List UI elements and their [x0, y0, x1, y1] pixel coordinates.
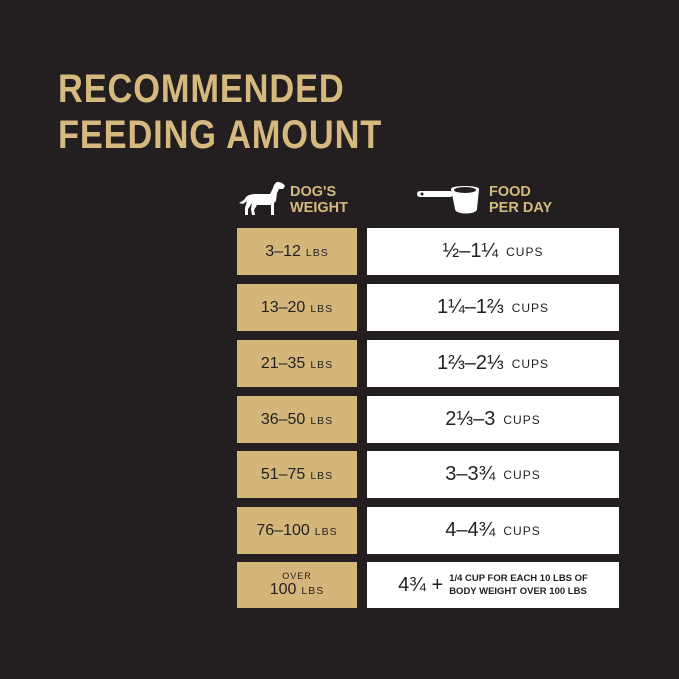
weight-cell: 3–12 LBS — [237, 228, 357, 275]
table-row: 13–20 LBS 1¼–1⅔ CUPS — [237, 284, 619, 331]
table-row: OVER 100 LBS 4¾ + 1/4 CUP FOR EACH 10 LBS… — [237, 562, 619, 608]
amount-cell: 1¼–1⅔ CUPS — [367, 284, 619, 331]
table-row: 3–12 LBS ½–1¼ CUPS — [237, 228, 619, 275]
amount-cell: 1⅔–2⅓ CUPS — [367, 340, 619, 387]
weight-header: DOG'S WEIGHT — [290, 184, 348, 216]
weight-cell: OVER 100 LBS — [237, 562, 357, 608]
amount-cell: 4¾ + 1/4 CUP FOR EACH 10 LBS OF BODY WEI… — [367, 562, 619, 608]
dog-icon — [239, 182, 285, 215]
measuring-cup-icon — [417, 186, 479, 214]
table-row: 36–50 LBS 2⅓–3 CUPS — [237, 396, 619, 443]
table-row: 51–75 LBS 3–3¾ CUPS — [237, 451, 619, 498]
weight-cell: 21–35 LBS — [237, 340, 357, 387]
weight-cell: 36–50 LBS — [237, 396, 357, 443]
extra-amount-note: 1/4 CUP FOR EACH 10 LBS OF BODY WEIGHT O… — [449, 573, 588, 597]
weight-cell: 76–100 LBS — [237, 507, 357, 554]
food-header: FOOD PER DAY — [489, 184, 553, 216]
amount-cell: ½–1¼ CUPS — [367, 228, 619, 275]
weight-cell: 51–75 LBS — [237, 451, 357, 498]
table-row: 76–100 LBS 4–4¾ CUPS — [237, 507, 619, 554]
page-title: RECOMMENDED FEEDING AMOUNT — [58, 67, 383, 157]
amount-cell: 4–4¾ CUPS — [367, 507, 619, 554]
weight-cell: 13–20 LBS — [237, 284, 357, 331]
table-row: 21–35 LBS 1⅔–2⅓ CUPS — [237, 340, 619, 387]
amount-cell: 3–3¾ CUPS — [367, 451, 619, 498]
amount-cell: 2⅓–3 CUPS — [367, 396, 619, 443]
